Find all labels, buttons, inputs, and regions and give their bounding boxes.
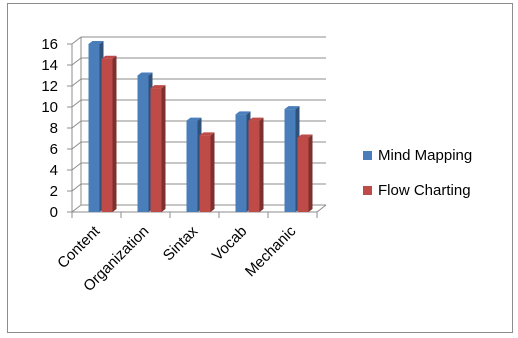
- bar-mind-mapping-sintax-top: [186, 117, 202, 121]
- y-tick-label: 14: [41, 57, 58, 74]
- y-tick-label: 10: [41, 99, 58, 116]
- bar-flow-charting-content-top: [101, 55, 117, 59]
- legend: Mind Mapping Flow Charting: [363, 145, 472, 215]
- bar-flow-charting-mechanic-top: [297, 134, 313, 138]
- legend-label-mind-mapping: Mind Mapping: [378, 146, 473, 164]
- gridline-left-2: [71, 162, 82, 171]
- bar-mind-mapping-content-top: [88, 41, 104, 44]
- legend-item-flow-charting: Flow Charting: [363, 180, 472, 200]
- bar-flow-charting-organization: [150, 88, 162, 212]
- x-tick-label: Content: [54, 222, 104, 272]
- gridline-left-0: [71, 204, 82, 213]
- bar-flow-charting-mechanic-side: [308, 134, 313, 212]
- bar-flow-charting-mechanic: [297, 137, 309, 212]
- bar-mind-mapping-sintax: [186, 120, 198, 212]
- gridline-left-3: [71, 141, 82, 150]
- bar-flow-charting-sintax: [199, 135, 211, 212]
- legend-swatch-mind-mapping: [363, 150, 372, 160]
- legend-label-flow-charting: Flow Charting: [378, 181, 471, 199]
- y-tick-label: 12: [41, 78, 58, 95]
- y-tick-label: 0: [50, 204, 58, 221]
- bar-flow-charting-organization-side: [161, 85, 166, 212]
- x-tick-label: Sintax: [160, 222, 202, 264]
- bar-mind-mapping-vocab: [235, 114, 247, 212]
- x-tick-label: Vocab: [209, 223, 251, 265]
- bar-flow-charting-sintax-top: [199, 132, 215, 136]
- bar-mind-mapping-mechanic: [284, 109, 296, 212]
- bar-mind-mapping-mechanic-top: [284, 106, 300, 110]
- gridline-left-1: [71, 183, 82, 192]
- bar-flow-charting-vocab-side: [259, 117, 264, 212]
- y-tick-label: 16: [41, 36, 58, 53]
- y-tick-label: 4: [50, 162, 58, 179]
- bar-flow-charting-content: [101, 58, 113, 213]
- bar-mind-mapping-organization-top: [137, 72, 153, 76]
- gridline-left-5: [71, 99, 82, 108]
- gridline-left-8: [71, 36, 82, 45]
- gridline-left-4: [71, 120, 82, 129]
- y-tick-label: 8: [50, 120, 58, 137]
- bar-flow-charting-vocab-top: [248, 117, 264, 121]
- bar-flow-charting-vocab: [248, 120, 260, 212]
- x-tick-label: Mechanic: [242, 222, 300, 280]
- legend-swatch-flow-charting: [363, 185, 372, 195]
- bar-mind-mapping-content: [88, 44, 100, 212]
- floor-right-edge: [316, 204, 327, 213]
- gridline-left-7: [71, 57, 82, 66]
- bar-mind-mapping-organization: [137, 75, 149, 212]
- gridline-left-6: [71, 78, 82, 87]
- y-tick-label: 2: [50, 183, 58, 200]
- bar-flow-charting-content-side: [112, 55, 117, 213]
- y-tick-label: 6: [50, 141, 58, 158]
- bar-flow-charting-organization-top: [150, 85, 166, 89]
- legend-item-mind-mapping: Mind Mapping: [363, 145, 472, 165]
- bar-mind-mapping-vocab-top: [235, 111, 251, 115]
- bar-flow-charting-sintax-side: [210, 132, 215, 212]
